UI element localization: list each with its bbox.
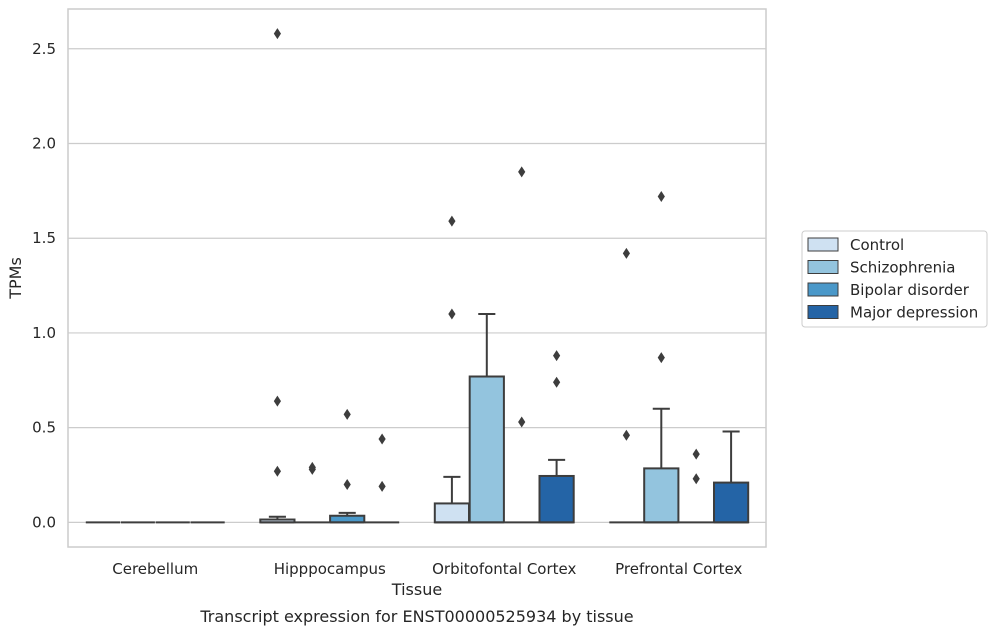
- outlier-point: [273, 395, 281, 407]
- box-1-0: [259, 515, 296, 524]
- legend-swatch: [807, 305, 839, 319]
- y-tick-label: 1.5: [32, 229, 56, 247]
- box-body: [468, 375, 505, 524]
- box-2-3: [538, 458, 575, 524]
- outlier-point: [518, 416, 526, 428]
- legend-swatch: [807, 282, 839, 297]
- box-body: [712, 481, 750, 524]
- legend-label: Bipolar disorder: [850, 281, 970, 299]
- outlier-point: [692, 473, 700, 485]
- outlier-point: [657, 352, 665, 364]
- legend-label: Schizophrenia: [850, 259, 955, 277]
- box-1-2: [329, 511, 366, 524]
- outlier-point: [622, 247, 630, 259]
- outlier-point: [273, 28, 281, 40]
- outlier-point: [692, 448, 700, 460]
- legend-swatch: [807, 260, 839, 274]
- plot-area: [67, 8, 767, 548]
- outlier-point: [553, 350, 561, 362]
- outlier-point: [657, 191, 665, 203]
- legend-swatch: [807, 237, 839, 252]
- outlier-point: [622, 429, 630, 441]
- y-tick-label: 2.5: [32, 40, 56, 58]
- box-body: [643, 467, 680, 524]
- outlier-point: [378, 433, 386, 445]
- outlier-point: [518, 166, 526, 178]
- x-tick-label: Hipppocampus: [274, 560, 386, 578]
- x-tick-label: Cerebellum: [112, 560, 198, 578]
- outlier-point: [378, 480, 386, 492]
- y-axis-title: TPMs: [6, 257, 25, 300]
- box-2-1: [468, 312, 505, 524]
- outliers: [273, 28, 700, 492]
- outlier-point: [448, 308, 456, 320]
- boxes: [85, 312, 750, 524]
- y-tick-label: 1.0: [32, 324, 56, 342]
- box-3-1: [643, 407, 680, 524]
- y-tick-label: 0.5: [32, 419, 56, 437]
- outlier-point: [553, 376, 561, 388]
- legend: Control Schizophrenia Bipolar disorder Majo…: [801, 230, 988, 328]
- outlier-point: [448, 215, 456, 227]
- box-body: [433, 502, 471, 524]
- box-body: [538, 474, 575, 524]
- y-tick-labels: 0.0 0.5 1.0 1.5 2.0 2.5: [32, 40, 56, 532]
- box-3-3: [712, 430, 750, 524]
- legend-label: Major depression: [850, 304, 978, 322]
- x-axis-title: Tissue: [391, 580, 442, 599]
- y-tick-label: 2.0: [32, 135, 56, 153]
- outlier-point: [343, 408, 351, 420]
- outlier-point: [308, 461, 316, 473]
- x-tick-labels: Cerebellum Hipppocampus Orbitofontal Corte…: [112, 560, 742, 578]
- y-tick-label: 0.0: [32, 513, 56, 531]
- x-tick-label: Orbitofontal Cortex: [432, 560, 576, 578]
- outlier-point: [343, 478, 351, 490]
- legend-frame: [801, 230, 988, 328]
- legend-label: Control: [850, 236, 904, 254]
- x-tick-label: Prefrontal Cortex: [615, 560, 742, 578]
- chart-caption: Transcript expression for ENST0000052593…: [199, 607, 633, 626]
- outlier-point: [273, 465, 281, 477]
